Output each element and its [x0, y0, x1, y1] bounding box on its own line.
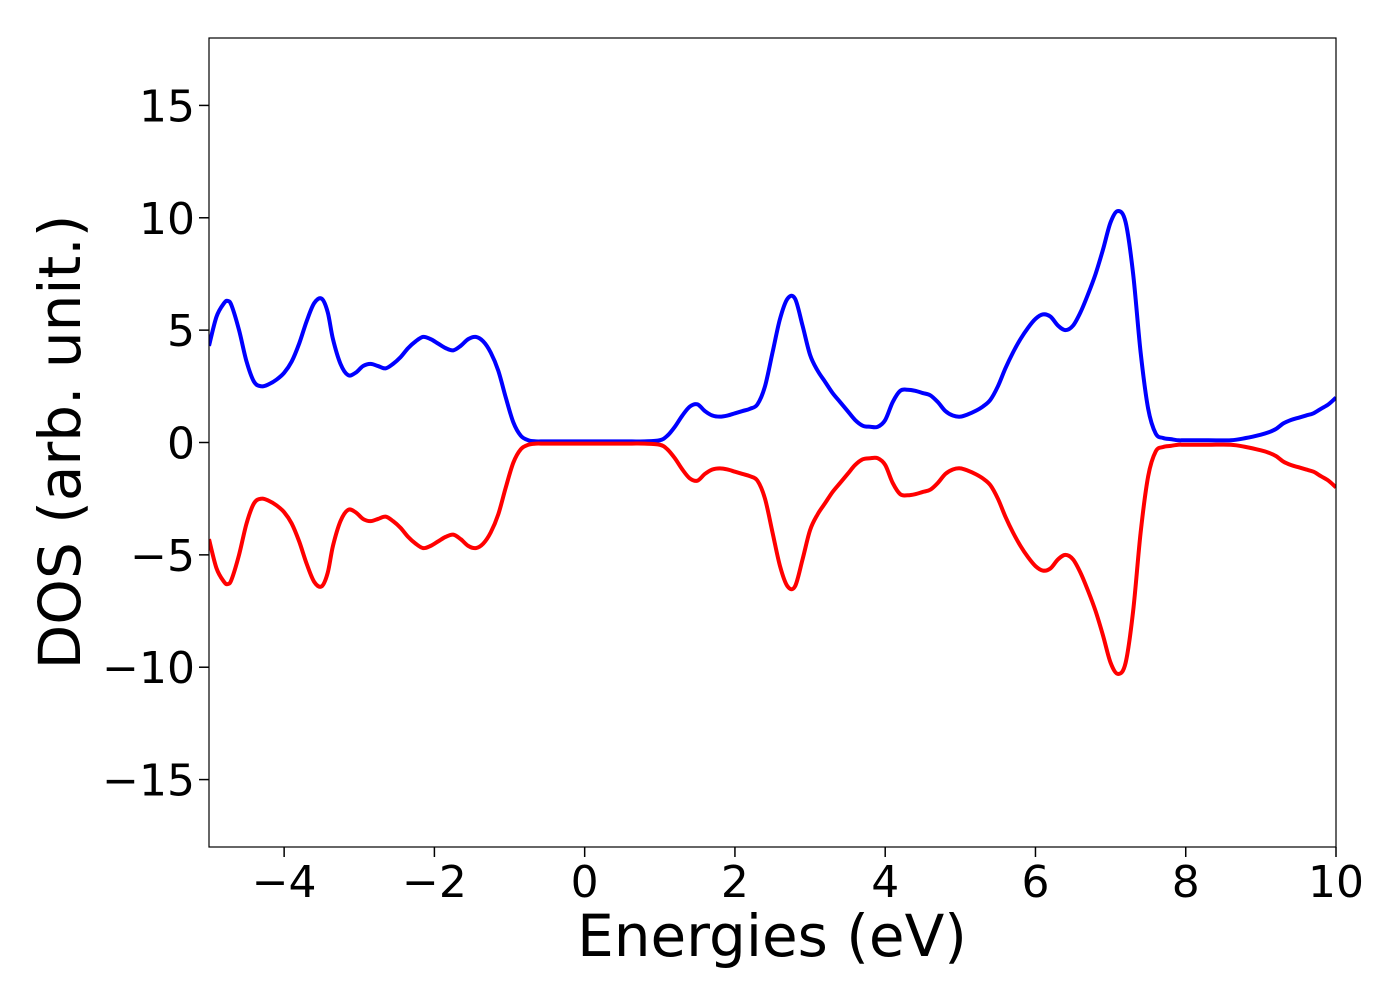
y-tick-label: −10 [102, 643, 195, 694]
series-layer [209, 209, 1336, 676]
x-tick-label: 4 [871, 857, 899, 908]
y-tick-label: −5 [130, 531, 195, 582]
x-tick-label: 0 [571, 857, 599, 908]
y-tick-label: 0 [167, 419, 195, 470]
x-tick-label: 2 [721, 857, 749, 908]
y-axis-title: DOS (arb. unit.) [26, 215, 94, 670]
x-tick-label: 6 [1021, 857, 1049, 908]
y-tick-label: 10 [139, 194, 195, 245]
y-tick-label: −15 [102, 756, 195, 807]
series-line-lower [209, 441, 1336, 676]
x-tick-label: 8 [1172, 857, 1200, 908]
y-tick-label: 5 [167, 306, 195, 357]
y-tick-label: 15 [139, 81, 195, 132]
plot-area [209, 38, 1336, 847]
x-tick-label: −2 [402, 857, 467, 908]
y-axis: −15 −10 −5 0 5 10 15 [102, 81, 209, 807]
x-axis: −4 −2 0 2 4 6 8 10 [252, 847, 1364, 908]
x-axis-title: Energies (eV) [577, 902, 967, 970]
x-tick-label: 10 [1308, 857, 1364, 908]
x-tick-label: −4 [252, 857, 317, 908]
series-line-upper [209, 209, 1336, 444]
